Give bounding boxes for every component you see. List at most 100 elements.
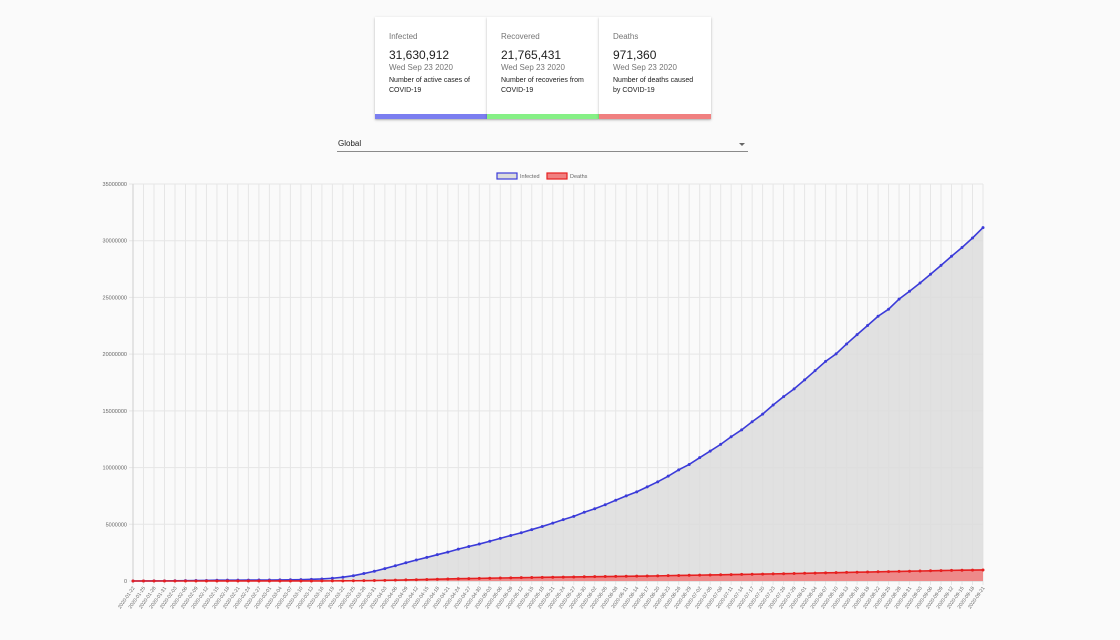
data-point [173, 579, 177, 583]
card-description: Number of active cases of COVID-19 [389, 77, 470, 94]
card-date: Wed Sep 23 2020 [613, 63, 677, 72]
data-point [383, 567, 387, 571]
data-point [351, 574, 355, 578]
legend-label: Deaths [570, 174, 588, 180]
card-value: 971,360 [613, 48, 657, 62]
data-point [981, 568, 985, 572]
data-point [813, 369, 817, 373]
data-point [425, 577, 429, 581]
data-point [341, 579, 345, 583]
data-point [656, 574, 660, 578]
data-point [425, 555, 429, 559]
data-point [614, 498, 618, 502]
data-point [803, 378, 807, 382]
data-point [498, 536, 502, 540]
data-point [708, 449, 712, 453]
data-point [950, 254, 954, 258]
data-point [687, 462, 691, 466]
data-point [582, 510, 586, 514]
data-point [540, 525, 544, 529]
data-point [435, 577, 439, 581]
data-point [782, 395, 786, 399]
data-point [593, 575, 597, 579]
y-tick-label: 15000000 [103, 409, 127, 415]
data-point [866, 570, 870, 574]
data-point [656, 480, 660, 484]
stat-cards: Infected 31,630,912 Wed Sep 23 2020 Numb… [375, 17, 711, 119]
data-point [446, 577, 450, 581]
data-point [887, 570, 891, 574]
data-point [918, 281, 922, 285]
data-point [971, 568, 975, 572]
data-point [971, 236, 975, 240]
data-point [698, 573, 702, 577]
data-point [687, 573, 691, 577]
data-point [141, 579, 145, 583]
data-point [288, 579, 292, 583]
card-label: Deaths [613, 32, 639, 41]
data-point [582, 575, 586, 579]
data-point [519, 576, 523, 580]
data-point [488, 576, 492, 580]
data-point [803, 571, 807, 575]
data-point [341, 575, 345, 579]
data-point [929, 272, 933, 276]
data-point [834, 571, 838, 575]
data-point [561, 518, 565, 522]
data-point [467, 577, 471, 581]
data-point [488, 539, 492, 543]
data-point [950, 568, 954, 572]
card-accent-bar [375, 114, 487, 119]
data-point [236, 579, 240, 583]
data-point [215, 579, 219, 583]
data-point [624, 494, 628, 498]
card-label: Recovered [501, 32, 540, 41]
card-date: Wed Sep 23 2020 [501, 63, 565, 72]
y-tick-label: 10000000 [103, 466, 127, 472]
data-point [131, 579, 135, 583]
data-point [330, 579, 334, 583]
data-point [551, 521, 555, 525]
data-point [614, 574, 618, 578]
data-point [792, 387, 796, 391]
legend-swatch [496, 172, 518, 180]
data-point [194, 579, 198, 583]
data-point [855, 333, 859, 337]
country-select-value: Global [338, 139, 362, 148]
data-point [761, 412, 765, 416]
data-point [677, 468, 681, 472]
data-point [887, 307, 891, 311]
data-point [845, 570, 849, 574]
series-line-infected [132, 227, 984, 582]
data-point [498, 576, 502, 580]
data-point [782, 572, 786, 576]
data-point [813, 571, 817, 575]
data-point [309, 579, 313, 583]
data-point [729, 435, 733, 439]
data-point [677, 573, 681, 577]
data-point [771, 403, 775, 407]
card-value: 31,630,912 [389, 48, 450, 62]
card-accent-bar [599, 114, 711, 119]
series-line-deaths [132, 569, 984, 582]
country-select[interactable]: Global [337, 136, 748, 152]
data-point [750, 420, 754, 424]
data-point [572, 575, 576, 579]
y-tick-label: 20000000 [103, 352, 127, 358]
data-point [824, 571, 828, 575]
data-point [719, 442, 723, 446]
card-description: Number of deaths caused by COVID-19 [613, 77, 694, 94]
data-point [404, 561, 408, 565]
data-point [845, 342, 849, 346]
data-point [708, 573, 712, 577]
data-point [876, 570, 880, 574]
y-tick-label: 25000000 [103, 295, 127, 301]
data-point [456, 547, 460, 551]
data-point [824, 359, 828, 363]
data-point [152, 579, 156, 583]
data-point [204, 579, 208, 583]
data-point [509, 576, 513, 580]
data-point [908, 289, 912, 293]
data-point [834, 352, 838, 356]
data-point [393, 564, 397, 568]
